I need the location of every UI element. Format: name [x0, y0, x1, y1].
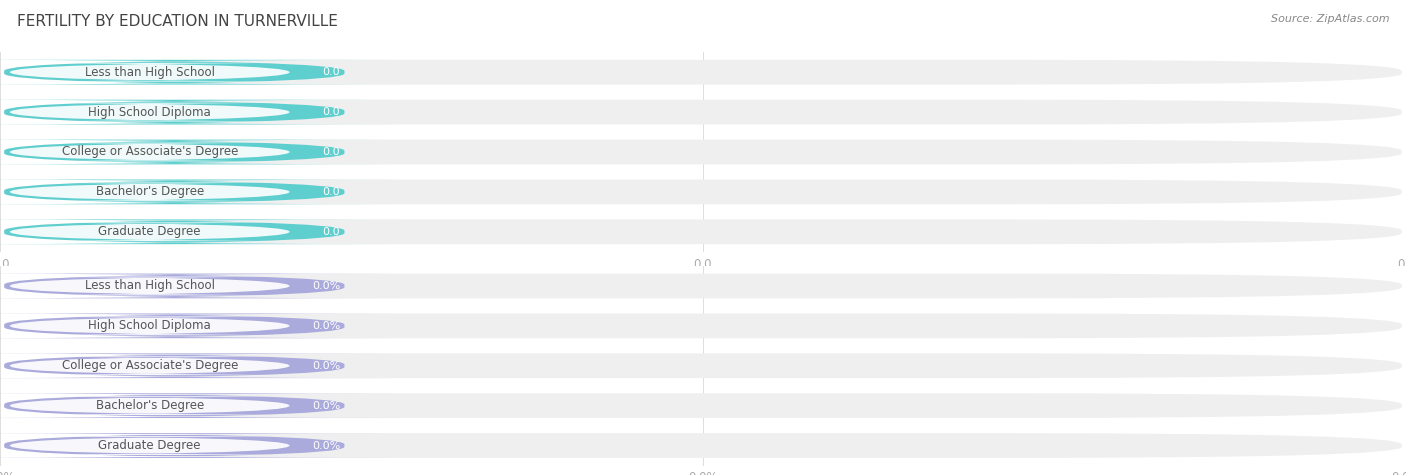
FancyBboxPatch shape — [0, 393, 396, 418]
FancyBboxPatch shape — [4, 180, 1402, 204]
Text: 0.0%: 0.0% — [312, 440, 340, 451]
Text: 0.0: 0.0 — [322, 187, 340, 197]
Text: High School Diploma: High School Diploma — [89, 105, 211, 119]
Text: 0.0: 0.0 — [322, 227, 340, 237]
FancyBboxPatch shape — [4, 314, 1402, 338]
FancyBboxPatch shape — [0, 353, 396, 378]
FancyBboxPatch shape — [4, 100, 1402, 124]
Text: 0.0%: 0.0% — [0, 472, 15, 475]
Text: 0.0: 0.0 — [693, 258, 713, 271]
FancyBboxPatch shape — [0, 276, 342, 295]
FancyBboxPatch shape — [4, 433, 1402, 458]
Text: 0.0: 0.0 — [1396, 258, 1406, 271]
FancyBboxPatch shape — [0, 433, 396, 458]
Text: 0.0: 0.0 — [322, 67, 340, 77]
FancyBboxPatch shape — [4, 219, 1402, 244]
FancyBboxPatch shape — [0, 222, 342, 241]
Text: High School Diploma: High School Diploma — [89, 319, 211, 332]
FancyBboxPatch shape — [4, 393, 1402, 418]
Text: Graduate Degree: Graduate Degree — [98, 225, 201, 238]
FancyBboxPatch shape — [0, 436, 342, 455]
FancyBboxPatch shape — [0, 219, 396, 244]
Text: Less than High School: Less than High School — [84, 279, 215, 293]
Text: 0.0: 0.0 — [322, 107, 340, 117]
FancyBboxPatch shape — [0, 100, 396, 124]
Text: 0.0%: 0.0% — [688, 472, 718, 475]
FancyBboxPatch shape — [0, 60, 396, 85]
FancyBboxPatch shape — [4, 274, 1402, 298]
Text: Graduate Degree: Graduate Degree — [98, 439, 201, 452]
FancyBboxPatch shape — [0, 316, 342, 335]
FancyBboxPatch shape — [4, 140, 1402, 164]
Text: 0.0%: 0.0% — [1391, 472, 1406, 475]
FancyBboxPatch shape — [0, 103, 342, 122]
Text: Less than High School: Less than High School — [84, 66, 215, 79]
FancyBboxPatch shape — [0, 396, 342, 415]
Text: 0.0%: 0.0% — [312, 321, 340, 331]
Text: College or Associate's Degree: College or Associate's Degree — [62, 145, 238, 159]
FancyBboxPatch shape — [4, 60, 1402, 85]
FancyBboxPatch shape — [0, 314, 396, 338]
Text: College or Associate's Degree: College or Associate's Degree — [62, 359, 238, 372]
FancyBboxPatch shape — [0, 142, 342, 162]
Text: Source: ZipAtlas.com: Source: ZipAtlas.com — [1271, 14, 1389, 24]
FancyBboxPatch shape — [0, 274, 396, 298]
FancyBboxPatch shape — [0, 180, 396, 204]
Text: 0.0: 0.0 — [322, 147, 340, 157]
Text: FERTILITY BY EDUCATION IN TURNERVILLE: FERTILITY BY EDUCATION IN TURNERVILLE — [17, 14, 337, 29]
FancyBboxPatch shape — [0, 182, 342, 201]
FancyBboxPatch shape — [0, 356, 342, 375]
Text: Bachelor's Degree: Bachelor's Degree — [96, 185, 204, 199]
Text: 0.0: 0.0 — [0, 258, 10, 271]
Text: 0.0%: 0.0% — [312, 361, 340, 371]
FancyBboxPatch shape — [4, 353, 1402, 378]
Text: Bachelor's Degree: Bachelor's Degree — [96, 399, 204, 412]
FancyBboxPatch shape — [0, 63, 342, 82]
FancyBboxPatch shape — [0, 140, 396, 164]
Text: 0.0%: 0.0% — [312, 400, 340, 411]
Text: 0.0%: 0.0% — [312, 281, 340, 291]
